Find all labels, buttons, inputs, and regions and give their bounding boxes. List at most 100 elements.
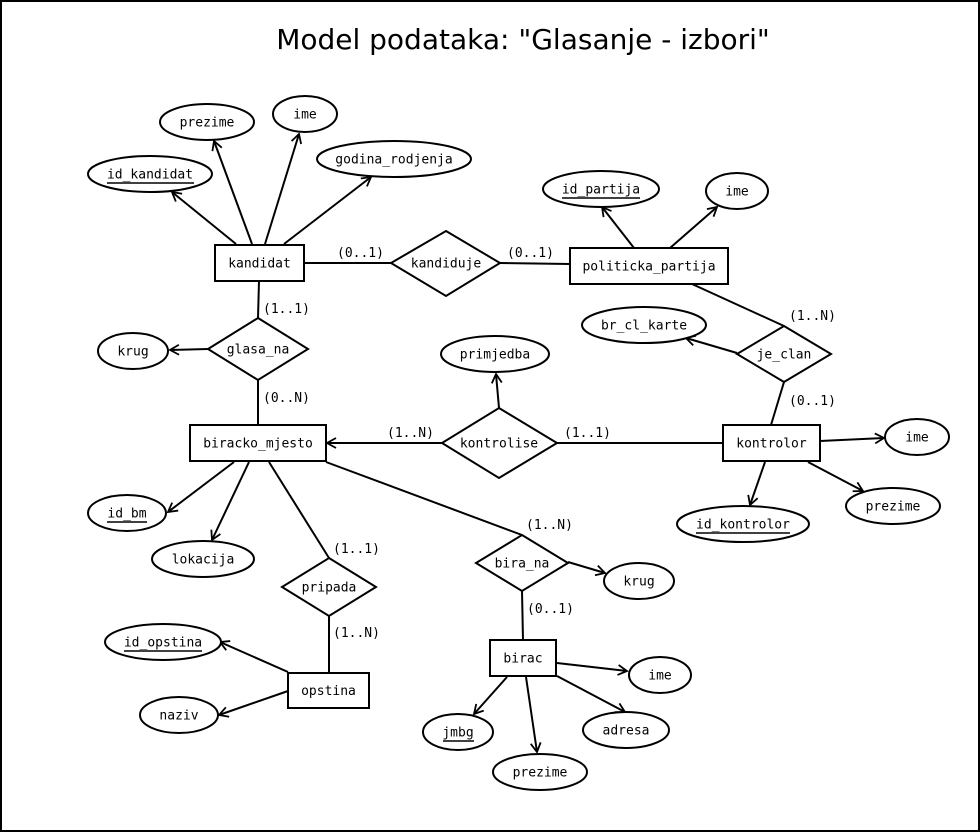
relationship-bira-na[interactable]: bira_na — [474, 533, 570, 593]
card-kontrolor-kontrolise: (1..1) — [564, 426, 611, 441]
relationship-je-clan-label: je_clan — [757, 348, 812, 363]
attr-partija-id: id_partija — [542, 170, 660, 208]
edge-opstina-naziv — [217, 690, 289, 718]
svg-text:ime: ime — [648, 669, 672, 684]
edge-bira-na-krug — [567, 561, 607, 577]
edge-glasa-na-krug — [168, 343, 209, 356]
svg-text:id_kandidat: id_kandidat — [107, 168, 193, 183]
card-kandidat-glasa-na: (1..1) — [263, 302, 310, 317]
card-bm-kontrolise: (1..N) — [387, 426, 434, 441]
relationship-bira-na-label: bira_na — [495, 557, 550, 572]
attr-opstina-id: id_opstina — [104, 623, 222, 661]
attr-opstina-naziv: naziv — [139, 696, 219, 734]
svg-text:ime: ime — [293, 108, 317, 123]
edge-partija-ime — [669, 205, 719, 249]
attr-kandidat-prezime: prezime — [159, 103, 255, 141]
edge-kontrolor-id — [747, 461, 766, 507]
svg-text:lokacija: lokacija — [172, 553, 235, 568]
edge-kandiduje-partija — [499, 262, 571, 265]
edge-kontrolor-prezime — [807, 461, 865, 493]
svg-text:prezime: prezime — [180, 116, 235, 131]
attr-kontrolor-id: id_kontrolor — [676, 505, 810, 543]
card-opstina-pripada: (1..N) — [333, 626, 380, 641]
svg-text:id_opstina: id_opstina — [124, 636, 202, 651]
edge-kandidat-id — [170, 190, 237, 245]
relationship-pripada-label: pripada — [302, 581, 357, 596]
edge-kontrolor-ime — [819, 432, 886, 445]
svg-text:krug: krug — [117, 345, 148, 360]
attr-partija-ime: ime — [705, 172, 769, 210]
card-partija-kandiduje: (0..1) — [507, 246, 554, 261]
svg-text:primjedba: primjedba — [460, 348, 530, 363]
attr-bira-na-krug: krug — [603, 562, 675, 600]
svg-text:id_bm: id_bm — [107, 507, 146, 522]
attr-birac-adresa: adresa — [582, 711, 670, 749]
entity-opstina[interactable]: opstina — [287, 672, 370, 709]
attr-bm-id: id_bm — [87, 494, 167, 532]
attr-kandidat-id: id_kandidat — [87, 155, 213, 193]
entity-biracko-mjesto[interactable]: biracko_mjesto — [189, 424, 327, 462]
svg-text:ime: ime — [725, 185, 749, 200]
relationship-glasa-na-label: glasa_na — [227, 343, 290, 358]
svg-text:prezime: prezime — [866, 500, 921, 515]
svg-text:id_partija: id_partija — [562, 183, 640, 198]
attr-birac-ime: ime — [628, 656, 692, 694]
entity-kandidat[interactable]: kandidat — [214, 244, 305, 282]
edge-kandidat-prezime — [211, 139, 253, 245]
card-bm-bira-na: (1..N) — [526, 518, 573, 533]
attr-glasa-na-krug: krug — [97, 332, 169, 370]
card-bm-glasa-na: (0..N) — [263, 391, 310, 406]
relationship-pripada[interactable]: pripada — [280, 556, 378, 618]
entity-birac-label: birac — [503, 652, 542, 667]
edge-kontrolise-primjedba — [490, 372, 503, 409]
entity-opstina-label: opstina — [301, 684, 356, 699]
svg-text:naziv: naziv — [159, 709, 198, 724]
edge-kandidat-ime — [264, 132, 302, 245]
relationship-kandiduje-label: kandiduje — [411, 257, 482, 272]
edge-birac-adresa — [556, 675, 627, 714]
entity-biracko-mjesto-label: biracko_mjesto — [203, 437, 313, 452]
svg-text:krug: krug — [623, 575, 654, 590]
edge-je-clan-br-cl-karte — [684, 334, 738, 354]
edge-bm-pripada — [268, 461, 330, 559]
card-kontrolor-je-clan: (0..1) — [789, 394, 836, 409]
svg-text:ime: ime — [905, 431, 929, 446]
card-birac-bira-na: (0..1) — [527, 602, 574, 617]
svg-text:jmbg: jmbg — [442, 726, 473, 741]
edge-partija-je-clan — [691, 283, 785, 327]
svg-text:adresa: adresa — [603, 724, 650, 739]
relationship-je-clan[interactable]: je_clan — [735, 324, 833, 384]
relationship-kontrolise[interactable]: kontrolise — [440, 406, 559, 480]
edge-bira-na-birac — [521, 590, 524, 641]
edge-kandidat-godina — [283, 175, 373, 245]
attr-kontrolor-br-cl-karte: br_cl_karte — [581, 306, 707, 344]
svg-text:godina_rodjenja: godina_rodjenja — [335, 153, 452, 168]
edge-opstina-id — [218, 640, 289, 673]
edge-bm-lokacija — [210, 461, 250, 542]
relationship-glasa-na[interactable]: glasa_na — [206, 316, 310, 382]
entity-politicka-partija-label: politicka_partija — [582, 260, 715, 275]
diagram-title: Model podataka: "Glasanje - izbori" — [276, 23, 770, 56]
relationship-kontrolise-label: kontrolise — [460, 437, 538, 452]
edge-bm-bira-na — [325, 461, 523, 536]
svg-text:prezime: prezime — [513, 766, 568, 781]
edge-birac-ime — [556, 662, 629, 676]
entity-politicka-partija[interactable]: politicka_partija — [569, 247, 729, 285]
attr-kontrolor-ime: ime — [884, 418, 950, 456]
attr-kontrolor-prezime: prezime — [845, 487, 941, 525]
entity-birac[interactable]: birac — [489, 639, 557, 677]
entity-kontrolor[interactable]: kontrolor — [722, 424, 821, 462]
relationship-kandiduje[interactable]: kandiduje — [389, 229, 502, 298]
card-kandidat-kandiduje: (0..1) — [337, 246, 384, 261]
card-partija-je-clan: (1..N) — [789, 309, 836, 324]
svg-text:id_kontrolor: id_kontrolor — [696, 518, 790, 533]
entity-kandidat-label: kandidat — [228, 257, 291, 272]
edge-partija-id — [600, 205, 635, 249]
card-bm-pripada: (1..1) — [333, 542, 380, 557]
edge-birac-prezime — [525, 676, 542, 754]
edge-kandidat-glasa-na — [257, 280, 260, 319]
entity-kontrolor-label: kontrolor — [736, 437, 807, 452]
